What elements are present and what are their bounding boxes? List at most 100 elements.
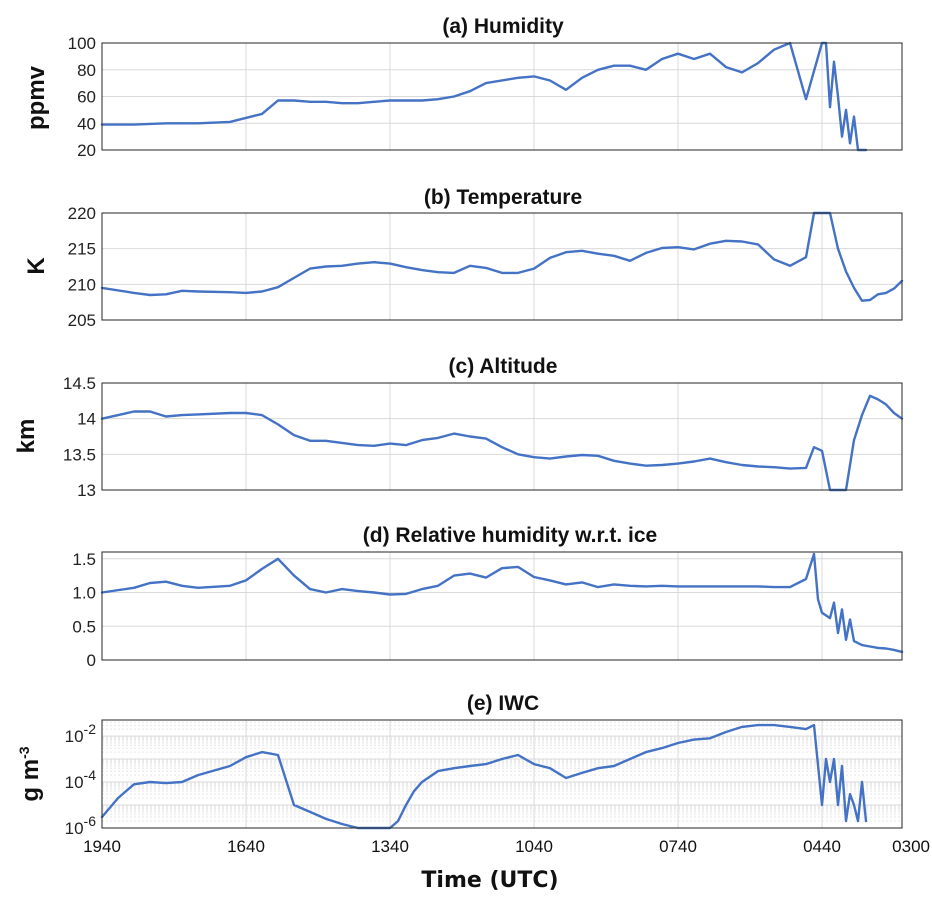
data-point: [261, 113, 263, 115]
data-point: [341, 588, 343, 590]
data-point: [861, 781, 863, 783]
data-point: [581, 772, 583, 774]
data-point: [629, 758, 631, 760]
y-ticks: 20 40 60 80 100: [68, 34, 96, 160]
data-point: [261, 568, 263, 570]
data-point: [833, 601, 835, 604]
grid: [101, 42, 903, 151]
data-point: [845, 820, 847, 822]
data-point: [261, 751, 263, 753]
panel-iwc: (e) IWC g m-3 10-6 10-4 10-2: [16, 692, 903, 838]
data-point: [597, 454, 599, 457]
data-point: [405, 266, 407, 269]
data-point: [773, 48, 775, 51]
data-point: [693, 460, 695, 463]
y-axis-label: km: [13, 419, 40, 454]
data-point: [197, 413, 199, 416]
data-point: [741, 464, 743, 466]
data-point: [885, 647, 887, 650]
data-point: [581, 454, 583, 456]
data-point: [645, 252, 647, 254]
plot-frame: [101, 382, 903, 491]
y-tick-label: 0: [87, 651, 96, 670]
data-point: [533, 763, 535, 765]
data-point: [229, 291, 231, 294]
data-line: [100, 211, 904, 302]
y-tick-label: 1.5: [72, 550, 96, 569]
data-point: [277, 754, 279, 756]
data-point: [893, 287, 895, 290]
series: [100, 211, 904, 302]
data-point: [709, 585, 711, 588]
data-point: [825, 758, 827, 760]
data-point: [725, 239, 727, 242]
y-tick-label: 100: [68, 34, 96, 53]
data-point: [877, 293, 879, 296]
data-point: [805, 256, 807, 259]
data-point: [613, 459, 615, 462]
data-point: [661, 464, 663, 466]
data-point: [677, 585, 679, 588]
data-point: [325, 439, 327, 442]
data-point: [293, 277, 295, 279]
data-point: [133, 292, 135, 294]
data-point: [437, 437, 439, 439]
data-point: [813, 724, 815, 726]
data-point: [229, 121, 231, 123]
data-point: [293, 99, 295, 102]
panel-title: (d) Relative humidity w.r.t. ice: [363, 524, 657, 547]
data-point: [861, 299, 863, 302]
data-point: [373, 444, 375, 447]
data-point: [893, 412, 895, 414]
series: [100, 552, 904, 654]
data-point: [853, 804, 855, 806]
data-point: [741, 726, 743, 728]
panel-humidity: (a) Humidity ppmv 20 40 60 80 100: [23, 15, 903, 160]
data-point: [849, 793, 851, 795]
panel-altitude: (c) Altitude km 13 13.5 14 14.5: [13, 355, 904, 500]
data-point: [837, 804, 839, 806]
data-point: [709, 52, 711, 55]
data-point: [341, 442, 343, 444]
data-point: [309, 588, 311, 590]
x-tick-label: 1940: [83, 837, 121, 856]
data-point: [533, 456, 535, 459]
data-point: [613, 64, 615, 67]
data-point: [877, 398, 879, 401]
x-tick-label: 1640: [227, 837, 265, 856]
data-point: [309, 811, 311, 813]
panel-relative-humidity: (d) Relative humidity w.r.t. ice 0 0.5 1.0…: [72, 524, 904, 670]
y-tick-label: 13: [77, 481, 96, 500]
data-point: [245, 579, 247, 582]
data-point: [805, 728, 807, 730]
data-point: [757, 724, 759, 726]
data-point: [629, 462, 631, 465]
data-point: [325, 100, 327, 103]
data-point: [565, 777, 567, 779]
data-point: [437, 770, 439, 772]
panel-temperature: (b) Temperature K 205 210 215 220: [23, 186, 904, 330]
data-point: [861, 644, 863, 646]
data-point: [757, 465, 759, 468]
x-tick-label: 1340: [371, 837, 409, 856]
x-tick-label: 0740: [659, 837, 697, 856]
data-point: [645, 751, 647, 753]
y-tick-label: 0.5: [72, 617, 96, 636]
data-point: [437, 271, 439, 274]
data-point: [549, 767, 551, 770]
data-point: [773, 586, 775, 588]
data-point: [757, 585, 759, 588]
data-point: [517, 754, 519, 756]
data-point: [501, 272, 503, 274]
data-point: [533, 576, 535, 578]
y-tick-label: 60: [77, 88, 96, 107]
data-point: [325, 591, 327, 594]
panel-title: (a) Humidity: [442, 15, 564, 38]
data-point: [837, 247, 839, 250]
data-point: [485, 82, 487, 84]
data-point: [565, 88, 567, 91]
data-point: [485, 437, 487, 440]
y-tick-label: 14.5: [63, 374, 96, 393]
data-point: [405, 444, 407, 446]
data-point: [613, 254, 615, 257]
